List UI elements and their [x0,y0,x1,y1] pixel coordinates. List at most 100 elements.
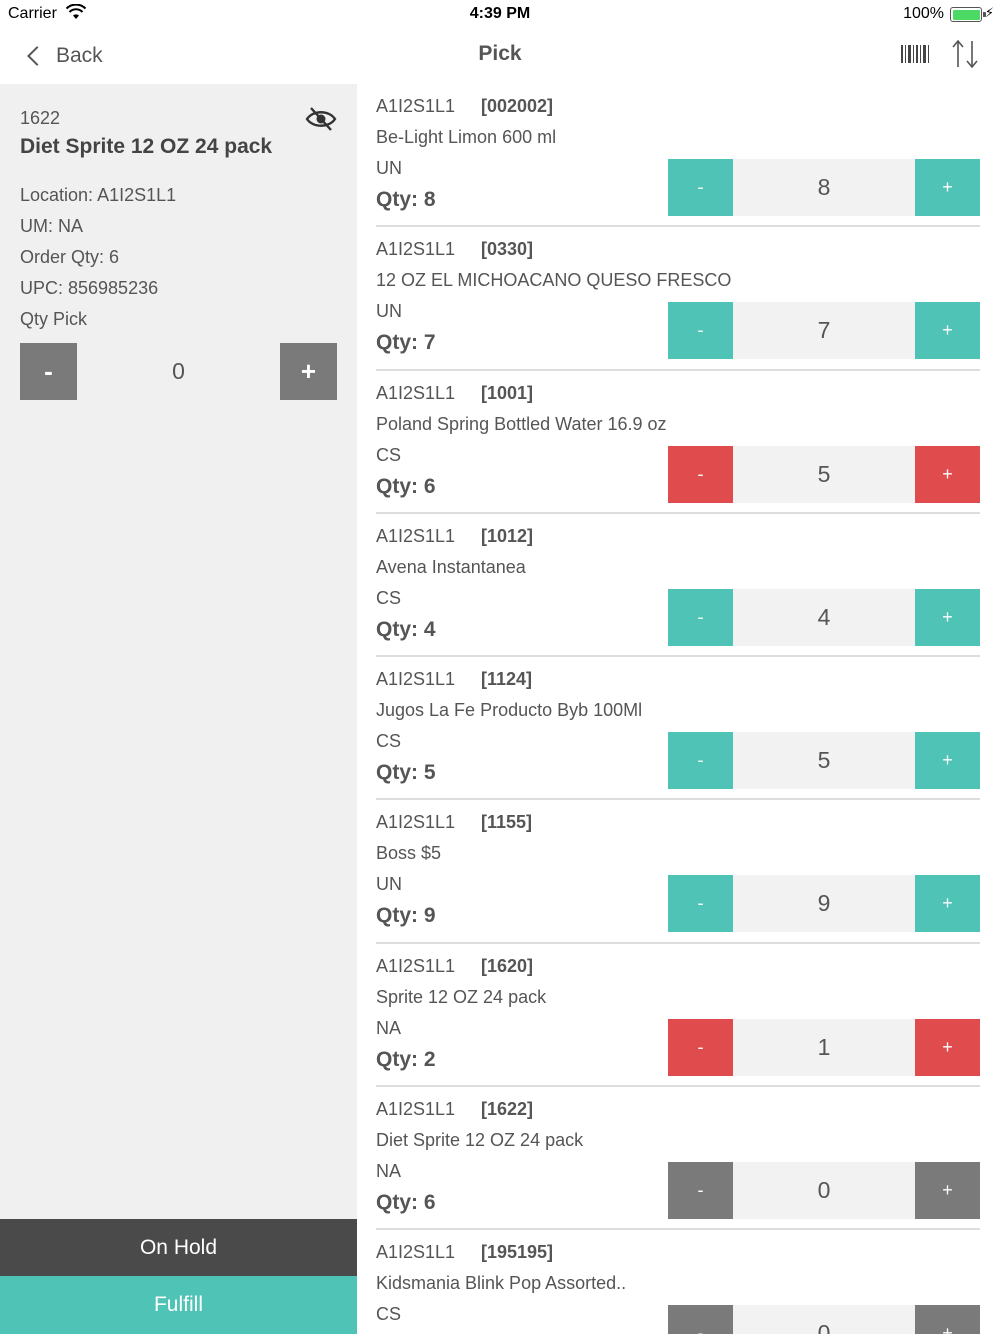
back-label: Back [56,44,103,67]
item-name: 12 OZ EL MICHOACANO QUESO FRESCO [376,270,732,291]
item-location: A1I2S1L1 [376,669,456,690]
item-code: [1012] [481,525,534,546]
picked-value: 5 [733,445,915,503]
sort-icon[interactable] [948,38,982,70]
item-name: Kidsmania Blink Pop Assorted.. [376,1273,627,1294]
item-name: Poland Spring Bottled Water 16.9 oz [376,413,667,434]
picked-value: 5 [733,732,915,790]
list-item[interactable]: A1I2S1L1 [1001] Poland Spring Bottled Wate… [376,371,980,514]
item-um: CS [376,731,402,752]
item-code: [1001] [481,382,534,403]
decrement-button[interactable]: - [668,1305,733,1334]
decrement-button[interactable]: - [668,1018,733,1076]
increment-button[interactable]: + [915,875,980,933]
increment-button[interactable]: + [915,302,980,360]
picked-value: 1 [733,1018,915,1076]
item-qty: Qty: 4 [376,617,436,641]
item-location: A1I2S1L1 [376,239,456,260]
detail-um: UM: NA [20,216,83,236]
item-code: [002002] [481,96,554,116]
increment-button[interactable]: + [915,1305,980,1334]
picked-value: 7 [733,302,915,360]
decrement-button[interactable]: - [668,1162,733,1220]
increment-button[interactable]: + [915,159,980,216]
on-hold-button[interactable]: On Hold [0,1219,357,1276]
list-item[interactable]: A1I2S1L1 [002002] Be-Light Limon 600 ml UN Q… [376,84,980,228]
item-name: Diet Sprite 12 OZ 24 pack [376,1130,584,1151]
item-qty: Qty: 6 [376,1191,436,1215]
hide-eye-icon[interactable] [305,106,337,132]
detail-order-qty: Order Qty: 6 [20,247,120,267]
item-location: A1I2S1L1 [376,525,456,546]
increment-button[interactable]: + [915,1162,980,1220]
item-code: [1620] [481,955,534,976]
detail-item-code: 1622 [20,108,61,128]
item-name: Be-Light Limon 600 ml [376,127,557,147]
picked-value: 0 [733,1305,915,1334]
battery-percent: 100% [903,5,944,22]
fulfill-button[interactable]: Fulfill [0,1276,357,1334]
item-um: CS [376,1304,402,1325]
increment-button[interactable]: + [915,1018,980,1076]
decrement-button[interactable]: - [668,302,733,360]
item-code: [1124] [481,669,533,690]
qty-pick-minus-button[interactable]: - [20,343,77,400]
wifi-icon [66,4,86,19]
list-item[interactable]: A1I2S1L1 [1124] Jugos La Fe Producto Byb 1… [376,657,980,801]
list-item[interactable]: A1I2S1L1 [1622] Diet Sprite 12 OZ 24 pack N… [376,1087,980,1231]
list-item[interactable]: A1I2S1L1 [1155] Boss $5 UN Qty: 9 -9 + [376,800,980,944]
increment-button[interactable]: + [915,445,980,503]
item-code: [195195] [481,1242,554,1263]
picked-value: 8 [733,159,915,216]
pick-list[interactable]: A1I2S1L1 [002002] Be-Light Limon 600 ml UN Q… [357,84,1000,1334]
item-um: UN [376,874,402,895]
carrier-label: Carrier [8,5,57,22]
decrement-button[interactable]: - [668,445,733,503]
list-item[interactable]: A1I2S1L1 [1012] Avena Instantanea CS Qty: 4 -… [376,514,980,658]
item-location: A1I2S1L1 [376,955,456,976]
back-button[interactable]: Back [22,38,103,74]
battery-icon [950,7,986,22]
increment-button[interactable]: + [915,732,980,790]
item-name: Avena Instantanea [376,556,526,577]
detail-upc: UPC: 856985236 [20,278,159,298]
item-um: NA [376,1017,402,1038]
item-code: [1155] [481,812,533,833]
qty-pick-plus-button[interactable]: + [280,343,337,400]
barcode-icon[interactable] [900,43,930,65]
detail-location: Location: A1I2S1L1 [20,185,177,205]
chevron-left-icon [27,46,47,66]
item-code: [0330] [481,239,534,260]
item-name: Sprite 12 OZ 24 pack [376,986,547,1007]
picked-value: 9 [733,875,915,933]
list-item[interactable]: A1I2S1L1 [195195] Kidsmania Blink Pop Ass… [376,1230,980,1334]
list-item[interactable]: A1I2S1L1 [1620] Sprite 12 OZ 24 pack NA Qty:… [376,944,980,1088]
item-um: UN [376,158,402,178]
item-um: CS [376,587,402,608]
decrement-button[interactable]: - [668,732,733,790]
increment-button[interactable]: + [915,588,980,646]
item-location: A1I2S1L1 [376,1099,456,1120]
detail-item-name: Diet Sprite 12 OZ 24 pack [20,135,273,158]
navigation-bar: Back Pick [0,28,1000,84]
item-qty: Qty: 7 [376,331,436,355]
charging-icon: ⚡ [984,5,994,20]
item-qty: Qty: 6 [376,474,436,498]
decrement-button[interactable]: - [668,159,733,216]
decrement-button[interactable]: - [668,875,733,933]
item-qty: Qty: 8 [376,188,436,211]
item-code: [1622] [481,1099,534,1120]
picked-value: 0 [733,1162,915,1220]
item-location: A1I2S1L1 [376,1242,456,1263]
status-bar: Carrier 4:39 PM 100% ⚡ [0,0,1000,28]
item-name: Jugos La Fe Producto Byb 100Ml [376,700,643,721]
item-detail-panel: 1622 Diet Sprite 12 OZ 24 pack Location:… [0,84,357,1334]
decrement-button[interactable]: - [668,588,733,646]
list-item[interactable]: A1I2S1L1 [0330] 12 OZ EL MICHOACANO QUESO … [376,227,980,371]
qty-pick-label: Qty Pick [20,309,88,329]
item-um: NA [376,1161,402,1182]
picked-value: 4 [733,588,915,646]
page-title: Pick [478,42,522,65]
item-location: A1I2S1L1 [376,96,456,116]
item-um: CS [376,444,402,465]
